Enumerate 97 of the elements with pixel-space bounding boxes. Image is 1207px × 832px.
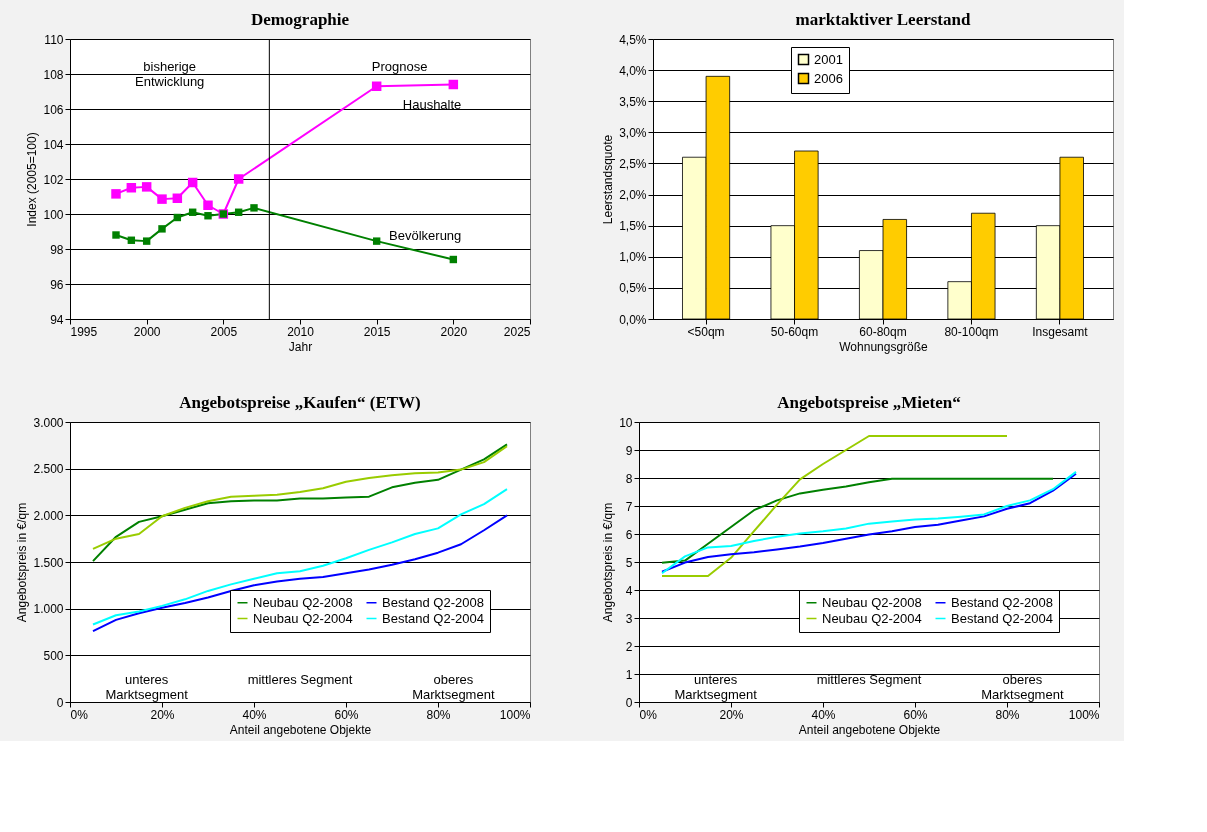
y-tick-label: 102 <box>43 172 64 187</box>
y-tick-label: 6 <box>625 527 633 542</box>
annotation: bisherige Entwicklung <box>134 59 205 89</box>
y-tick-label: 5 <box>625 555 633 570</box>
x-axis-title: Jahr <box>288 339 313 354</box>
chart-title: Angebotspreise „Mieten“ <box>777 393 961 412</box>
x-tick-label: 2005 <box>210 324 238 339</box>
y-tick-label: 96 <box>50 277 64 292</box>
y-tick-label: 0 <box>56 695 64 710</box>
legend-label: Bestand Q2-2008 <box>382 594 484 610</box>
y-tick-label: 9 <box>625 443 633 458</box>
x-tick-label: Insgesamt <box>1032 324 1089 339</box>
y-tick-label: 500 <box>43 648 64 663</box>
legend-label: 2006 <box>814 70 843 86</box>
y-tick-label: 106 <box>43 102 64 117</box>
y-axis-title: Angebotspreis in €/qm <box>15 502 30 623</box>
annotation: mittleres Segment <box>816 672 922 687</box>
x-tick-label: 20% <box>719 707 744 722</box>
x-tick-label: 60-80qm <box>859 324 907 339</box>
y-tick-label: 0,0% <box>619 312 647 327</box>
y-tick-label: 2,0% <box>619 188 647 203</box>
annotation: unteres Marktsegment <box>105 672 189 702</box>
y-axis-title: Angebotspreis in €/qm <box>601 502 616 623</box>
x-tick-label: 2025 <box>503 324 531 339</box>
x-tick-label: 100% <box>499 707 531 722</box>
y-tick-label: 2.500 <box>33 462 64 477</box>
y-axis-title: Index (2005=100) <box>25 132 40 227</box>
x-tick-label: <50qm <box>687 324 725 339</box>
x-tick-label: 0% <box>70 707 89 722</box>
x-tick-label: 80% <box>995 707 1020 722</box>
line-series <box>661 477 1054 564</box>
x-tick-label: 40% <box>811 707 836 722</box>
x-axis-title: Anteil angebotene Objekte <box>229 722 372 737</box>
series-label: Bevölkerung <box>389 227 462 243</box>
legend-label: Neubau Q2-2008 <box>253 594 353 610</box>
y-tick-label: 104 <box>43 137 64 152</box>
x-tick-label: 100% <box>1068 707 1100 722</box>
x-tick-label: 2020 <box>440 324 468 339</box>
x-axis-title: Anteil angebotene Objekte <box>798 722 941 737</box>
y-axis-title: Leerstandsquote <box>601 134 616 225</box>
x-tick-label: 0% <box>639 707 658 722</box>
y-tick-label: 2.000 <box>33 508 64 523</box>
legend-label: Neubau Q2-2004 <box>253 610 353 626</box>
y-tick-label: 4 <box>625 583 633 598</box>
annotation: mittleres Segment <box>247 672 353 687</box>
y-tick-label: 3 <box>625 611 633 626</box>
legend-label: Bestand Q2-2004 <box>382 610 484 626</box>
x-axis-title: Wohnungsgröße <box>839 339 929 354</box>
x-tick-label: 20% <box>150 707 175 722</box>
y-tick-label: 4,5% <box>619 32 647 47</box>
y-tick-label: 10 <box>619 415 633 430</box>
x-tick-label: 60% <box>334 707 359 722</box>
annotation: oberes Marktsegment <box>412 672 495 702</box>
chart-title: Demographie <box>250 10 350 29</box>
line-series <box>92 488 508 626</box>
line-series <box>661 435 1008 577</box>
x-tick-label: 80-100qm <box>944 324 999 339</box>
x-tick-label: 2000 <box>133 324 161 339</box>
y-tick-label: 110 <box>44 32 64 47</box>
x-tick-label: 2010 <box>287 324 315 339</box>
y-tick-label: 0,5% <box>619 281 647 296</box>
line-series <box>92 514 508 633</box>
legend-label: 2001 <box>814 51 843 67</box>
legend-label: Bestand Q2-2008 <box>951 594 1053 610</box>
x-tick-label: 80% <box>426 707 451 722</box>
y-tick-label: 98 <box>50 242 64 257</box>
y-tick-label: 108 <box>43 67 64 82</box>
y-tick-label: 1,5% <box>619 219 647 234</box>
y-tick-label: 1 <box>625 667 633 682</box>
legend-label: Neubau Q2-2004 <box>822 610 922 626</box>
y-tick-label: 3,5% <box>619 94 647 109</box>
y-tick-label: 1.000 <box>33 602 64 617</box>
legend-label: Neubau Q2-2008 <box>822 594 922 610</box>
y-tick-label: 2 <box>625 639 633 654</box>
annotation: oberes Marktsegment <box>981 672 1064 702</box>
y-tick-label: 0 <box>625 695 633 710</box>
y-tick-label: 4,0% <box>619 63 647 78</box>
legend-label: Bestand Q2-2004 <box>951 610 1053 626</box>
y-tick-label: 8 <box>625 471 633 486</box>
y-tick-label: 1.500 <box>33 555 64 570</box>
x-tick-label: 50-60qm <box>770 324 819 339</box>
series-label: Haushalte <box>402 96 462 112</box>
y-tick-label: 94 <box>50 312 64 327</box>
y-tick-label: 100 <box>43 207 64 222</box>
y-tick-label: 3,0% <box>619 125 647 140</box>
x-tick-label: 1995 <box>70 324 98 339</box>
annotation: Prognose <box>371 59 428 74</box>
y-tick-label: 2,5% <box>619 156 647 171</box>
x-tick-label: 60% <box>903 707 928 722</box>
chart-title: marktaktiver Leerstand <box>795 10 971 29</box>
x-tick-label: 2015 <box>363 324 391 339</box>
chart-title: Angebotspreise „Kaufen“ (ETW) <box>179 393 421 412</box>
y-tick-label: 7 <box>625 499 633 514</box>
x-tick-label: 40% <box>242 707 267 722</box>
annotation: unteres Marktsegment <box>674 672 758 702</box>
y-tick-label: 1,0% <box>619 250 647 265</box>
y-tick-label: 3.000 <box>33 415 64 430</box>
